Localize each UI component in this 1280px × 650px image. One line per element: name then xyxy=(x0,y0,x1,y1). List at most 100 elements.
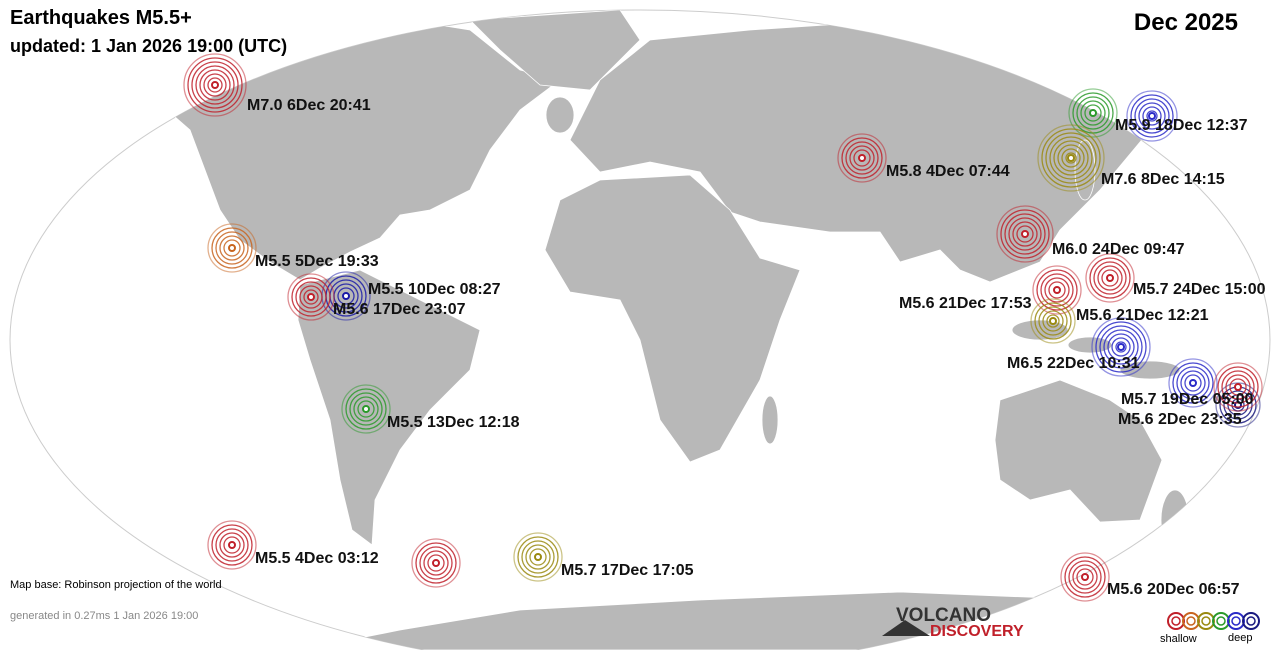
title: Earthquakes M5.5+ xyxy=(10,7,192,29)
quake-marker xyxy=(207,520,257,570)
ring xyxy=(845,141,879,175)
ring xyxy=(207,223,257,273)
ring xyxy=(1057,144,1085,172)
ring xyxy=(996,205,1054,263)
ring xyxy=(517,536,559,578)
quake-marker xyxy=(207,223,257,273)
legend-ring xyxy=(1216,616,1226,626)
ring-center xyxy=(307,293,315,301)
quake-label: M5.6 21Dec 12:21 xyxy=(1076,307,1209,324)
ring xyxy=(203,73,227,97)
ring xyxy=(1130,94,1174,138)
ring xyxy=(287,273,335,321)
quake-label: M5.5 5Dec 19:33 xyxy=(255,253,379,270)
ring xyxy=(349,392,383,426)
ring xyxy=(1016,225,1034,243)
ring xyxy=(1107,333,1135,361)
ring xyxy=(1142,106,1162,126)
ring xyxy=(1041,128,1101,188)
quake-label: M5.7 17Dec 17:05 xyxy=(561,562,694,579)
ring xyxy=(1221,370,1255,404)
ring xyxy=(211,227,253,269)
legend-shallow: shallow xyxy=(1160,633,1197,645)
ring xyxy=(187,57,243,113)
ring xyxy=(1101,269,1119,287)
quake-marker xyxy=(1091,317,1151,377)
ring-center xyxy=(858,154,866,162)
ring xyxy=(1037,124,1105,192)
quake-marker xyxy=(1085,253,1135,303)
quake-marker xyxy=(1060,552,1110,602)
ring xyxy=(1134,98,1170,134)
ring xyxy=(1045,132,1097,184)
ring xyxy=(1061,148,1081,168)
ring xyxy=(1065,152,1077,164)
quake-label: M7.0 6Dec 20:41 xyxy=(247,97,371,114)
quake-marker xyxy=(1030,298,1076,344)
ring xyxy=(1180,370,1206,396)
ring-center xyxy=(432,559,440,567)
ring xyxy=(1225,374,1251,400)
legend-deep: deep xyxy=(1228,632,1252,644)
quake-marker xyxy=(1126,90,1178,142)
legend-ring xyxy=(1246,616,1256,626)
ring xyxy=(1099,325,1143,369)
legend-ring xyxy=(1212,612,1230,630)
ring xyxy=(299,285,323,309)
quake-label: M6.5 22Dec 10:31 xyxy=(1007,355,1140,372)
ring-center xyxy=(1067,154,1075,162)
ring xyxy=(1091,317,1151,377)
quake-label: M5.7 19Dec 05:00 xyxy=(1121,391,1254,408)
map-base: Map base: Robinson projection of the wor… xyxy=(10,579,222,591)
ring xyxy=(415,542,457,584)
ring-center xyxy=(342,292,350,300)
ring xyxy=(1036,269,1078,311)
ring xyxy=(419,546,453,580)
ring xyxy=(195,65,235,105)
ring-center xyxy=(1189,379,1197,387)
ring xyxy=(1138,102,1166,130)
ring xyxy=(1076,568,1094,586)
quake-marker xyxy=(341,384,391,434)
ring xyxy=(1126,90,1178,142)
ring xyxy=(295,281,327,313)
ring xyxy=(223,536,241,554)
legend xyxy=(1167,612,1260,630)
quake-label: M6.0 24Dec 09:47 xyxy=(1052,241,1185,258)
ring-center xyxy=(1053,286,1061,294)
quake-label: M5.5 4Dec 03:12 xyxy=(255,550,379,567)
updated: updated: 1 Jan 2026 19:00 (UTC) xyxy=(10,36,287,56)
ring xyxy=(1060,552,1110,602)
generated: generated in 0.27ms 1 Jan 2026 19:00 xyxy=(10,610,198,622)
ring xyxy=(1213,362,1263,412)
quake-marker xyxy=(1037,124,1105,192)
ring xyxy=(1032,265,1082,315)
quake-marker xyxy=(1213,362,1263,412)
ring xyxy=(1097,265,1123,291)
legend-ring xyxy=(1171,616,1181,626)
ring-center xyxy=(1081,573,1089,581)
ring-center xyxy=(1117,343,1125,351)
quake-marker xyxy=(837,133,887,183)
ring xyxy=(521,540,555,574)
ring xyxy=(1012,221,1038,247)
ring xyxy=(1049,136,1093,180)
quake-marker xyxy=(287,273,335,321)
legend-ring xyxy=(1182,612,1200,630)
legend-ring xyxy=(1227,612,1245,630)
ring-center xyxy=(1089,109,1097,117)
quake-label: M7.6 8Dec 14:15 xyxy=(1101,171,1225,188)
legend-ring xyxy=(1186,616,1196,626)
ring xyxy=(337,287,355,305)
ring xyxy=(853,149,871,167)
ring xyxy=(1008,217,1042,251)
quake-marker xyxy=(513,532,563,582)
legend-ring xyxy=(1201,616,1211,626)
ring xyxy=(525,544,551,570)
ring xyxy=(1064,556,1106,598)
ring xyxy=(1034,302,1072,340)
ring xyxy=(1076,96,1110,130)
quake-label: M5.9 18Dec 12:37 xyxy=(1115,117,1248,134)
ring xyxy=(183,53,247,117)
ring xyxy=(223,239,241,257)
